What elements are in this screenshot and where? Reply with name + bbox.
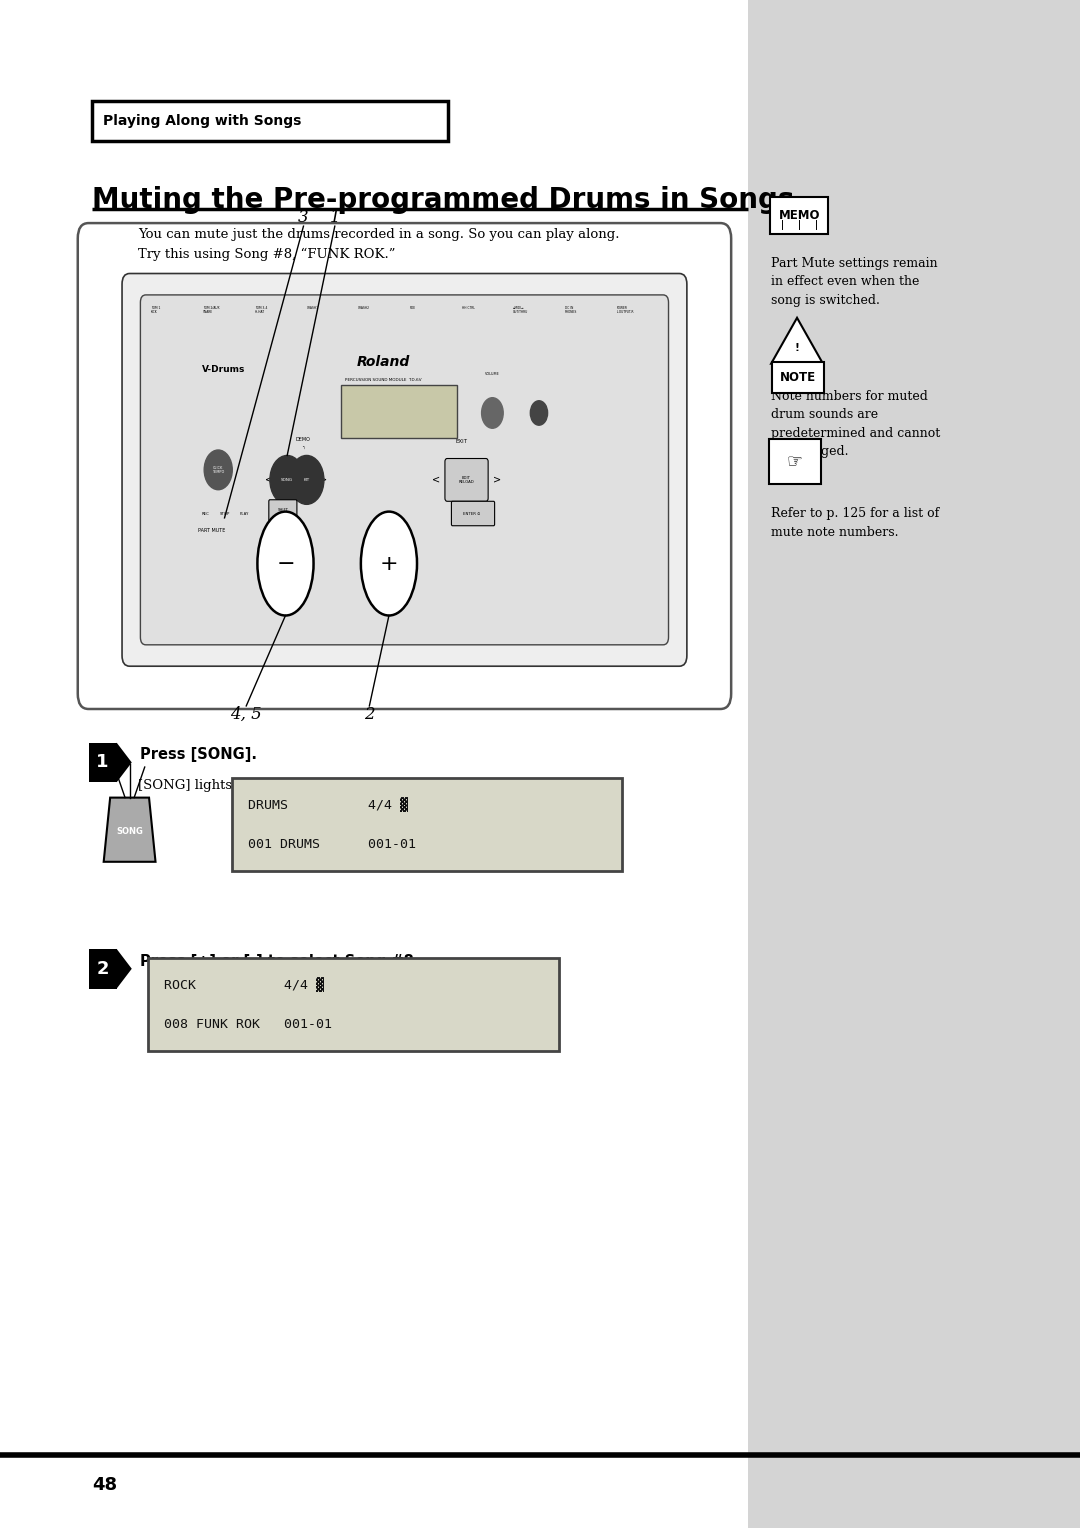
Text: MEMO: MEMO [779, 209, 820, 222]
Text: 48: 48 [92, 1476, 117, 1494]
FancyBboxPatch shape [770, 197, 828, 234]
FancyBboxPatch shape [451, 501, 495, 526]
Text: 001 DRUMS      001-01: 001 DRUMS 001-01 [248, 837, 417, 851]
FancyBboxPatch shape [269, 500, 297, 521]
Text: 4, 5: 4, 5 [230, 706, 262, 723]
Circle shape [289, 455, 324, 504]
FancyBboxPatch shape [445, 458, 488, 501]
Text: DEMO: DEMO [296, 437, 311, 442]
Text: 2: 2 [96, 960, 109, 978]
Text: DRUMS          4/4 ▓: DRUMS 4/4 ▓ [248, 796, 408, 811]
FancyBboxPatch shape [148, 958, 559, 1051]
Text: 008 FUNK ROK   001-01: 008 FUNK ROK 001-01 [164, 1018, 333, 1031]
FancyBboxPatch shape [89, 743, 117, 782]
Text: <: < [432, 475, 441, 484]
Text: Refer to p. 125 for a list of
mute note numbers.: Refer to p. 125 for a list of mute note … [771, 507, 940, 539]
Text: VOLUME: VOLUME [485, 373, 500, 376]
Polygon shape [104, 798, 156, 862]
Text: DC IN
PHONES: DC IN PHONES [565, 306, 578, 315]
Text: +: + [380, 553, 399, 573]
Text: CLICK
TEMPO: CLICK TEMPO [212, 466, 225, 474]
Circle shape [482, 397, 503, 428]
FancyBboxPatch shape [89, 949, 117, 989]
Text: ┐: ┐ [302, 445, 305, 449]
Text: 3: 3 [298, 209, 309, 226]
FancyBboxPatch shape [772, 362, 824, 393]
Ellipse shape [257, 512, 313, 616]
Text: V-Drums: V-Drums [202, 365, 245, 374]
Text: STOP: STOP [219, 512, 230, 515]
Text: ENTER ⊙: ENTER ⊙ [463, 512, 481, 515]
Text: SONG: SONG [281, 478, 294, 481]
Text: −: − [276, 553, 295, 573]
FancyBboxPatch shape [341, 385, 457, 439]
Text: >: > [319, 475, 327, 484]
Text: Note numbers for muted
drum sounds are
predetermined and cannot
be changed.: Note numbers for muted drum sounds are p… [771, 390, 941, 458]
FancyBboxPatch shape [748, 0, 1080, 1528]
Text: TOM 1
KICK: TOM 1 KICK [151, 306, 161, 315]
Polygon shape [117, 949, 132, 989]
Text: Playing Along with Songs: Playing Along with Songs [103, 113, 301, 128]
Text: SONG: SONG [117, 827, 143, 836]
Text: SHIFT: SHIFT [278, 509, 288, 512]
Text: PLAY: PLAY [240, 512, 248, 515]
Text: ←MIDI→
OUT/THRU: ←MIDI→ OUT/THRU [513, 306, 528, 315]
Text: PERCUSSION SOUND MODULE  TD-6V: PERCUSSION SOUND MODULE TD-6V [346, 377, 422, 382]
Text: EDIT
RELOAD: EDIT RELOAD [459, 475, 474, 484]
FancyBboxPatch shape [92, 101, 448, 141]
Text: >: > [492, 475, 501, 484]
Text: Roland: Roland [357, 354, 410, 368]
Text: <: < [265, 475, 273, 484]
Polygon shape [117, 743, 132, 782]
FancyBboxPatch shape [232, 778, 622, 871]
Text: You can mute just the drums recorded in a song. So you can play along.: You can mute just the drums recorded in … [138, 228, 620, 241]
Text: KIT: KIT [303, 478, 310, 481]
Text: EXIT: EXIT [455, 439, 468, 445]
Text: 1: 1 [329, 209, 340, 226]
Polygon shape [771, 318, 823, 364]
Text: Press [+] or [-] to select Song #8.: Press [+] or [-] to select Song #8. [140, 953, 420, 969]
Circle shape [270, 455, 305, 504]
Text: REC: REC [201, 512, 210, 515]
Text: TOM 3-4
HI-HAT: TOM 3-4 HI-HAT [255, 306, 267, 315]
Text: HH CTRL: HH CTRL [461, 306, 474, 310]
Text: ☞: ☞ [787, 452, 802, 471]
Text: Try this using Song #8, “FUNK ROK.”: Try this using Song #8, “FUNK ROK.” [138, 248, 395, 261]
Text: CRASH1: CRASH1 [307, 306, 319, 310]
Text: 2: 2 [364, 706, 375, 723]
Text: Muting the Pre-programmed Drums in Songs: Muting the Pre-programmed Drums in Songs [92, 186, 794, 214]
FancyBboxPatch shape [769, 439, 821, 484]
Text: Press [SONG].: Press [SONG]. [140, 747, 257, 762]
Text: [SONG] lights, and the SONG screen appears.: [SONG] lights, and the SONG screen appea… [138, 779, 449, 793]
Text: ROCK           4/4 ▓: ROCK 4/4 ▓ [164, 976, 324, 992]
Text: POWER
L-OUTPUT-R: POWER L-OUTPUT-R [617, 306, 634, 315]
Text: !: ! [795, 344, 799, 353]
Circle shape [204, 449, 232, 489]
Ellipse shape [361, 512, 417, 616]
Text: 1: 1 [96, 753, 109, 772]
Text: PART MUTE: PART MUTE [198, 527, 225, 533]
FancyBboxPatch shape [78, 223, 731, 709]
FancyBboxPatch shape [140, 295, 669, 645]
Circle shape [530, 400, 548, 425]
Text: RDE: RDE [410, 306, 416, 310]
Text: TOM 2/AUX
SNARE: TOM 2/AUX SNARE [203, 306, 219, 315]
FancyBboxPatch shape [122, 274, 687, 666]
Text: NOTE: NOTE [780, 371, 816, 384]
Text: CRASH2: CRASH2 [359, 306, 370, 310]
Text: Part Mute settings remain
in effect even when the
song is switched.: Part Mute settings remain in effect even… [771, 257, 937, 307]
